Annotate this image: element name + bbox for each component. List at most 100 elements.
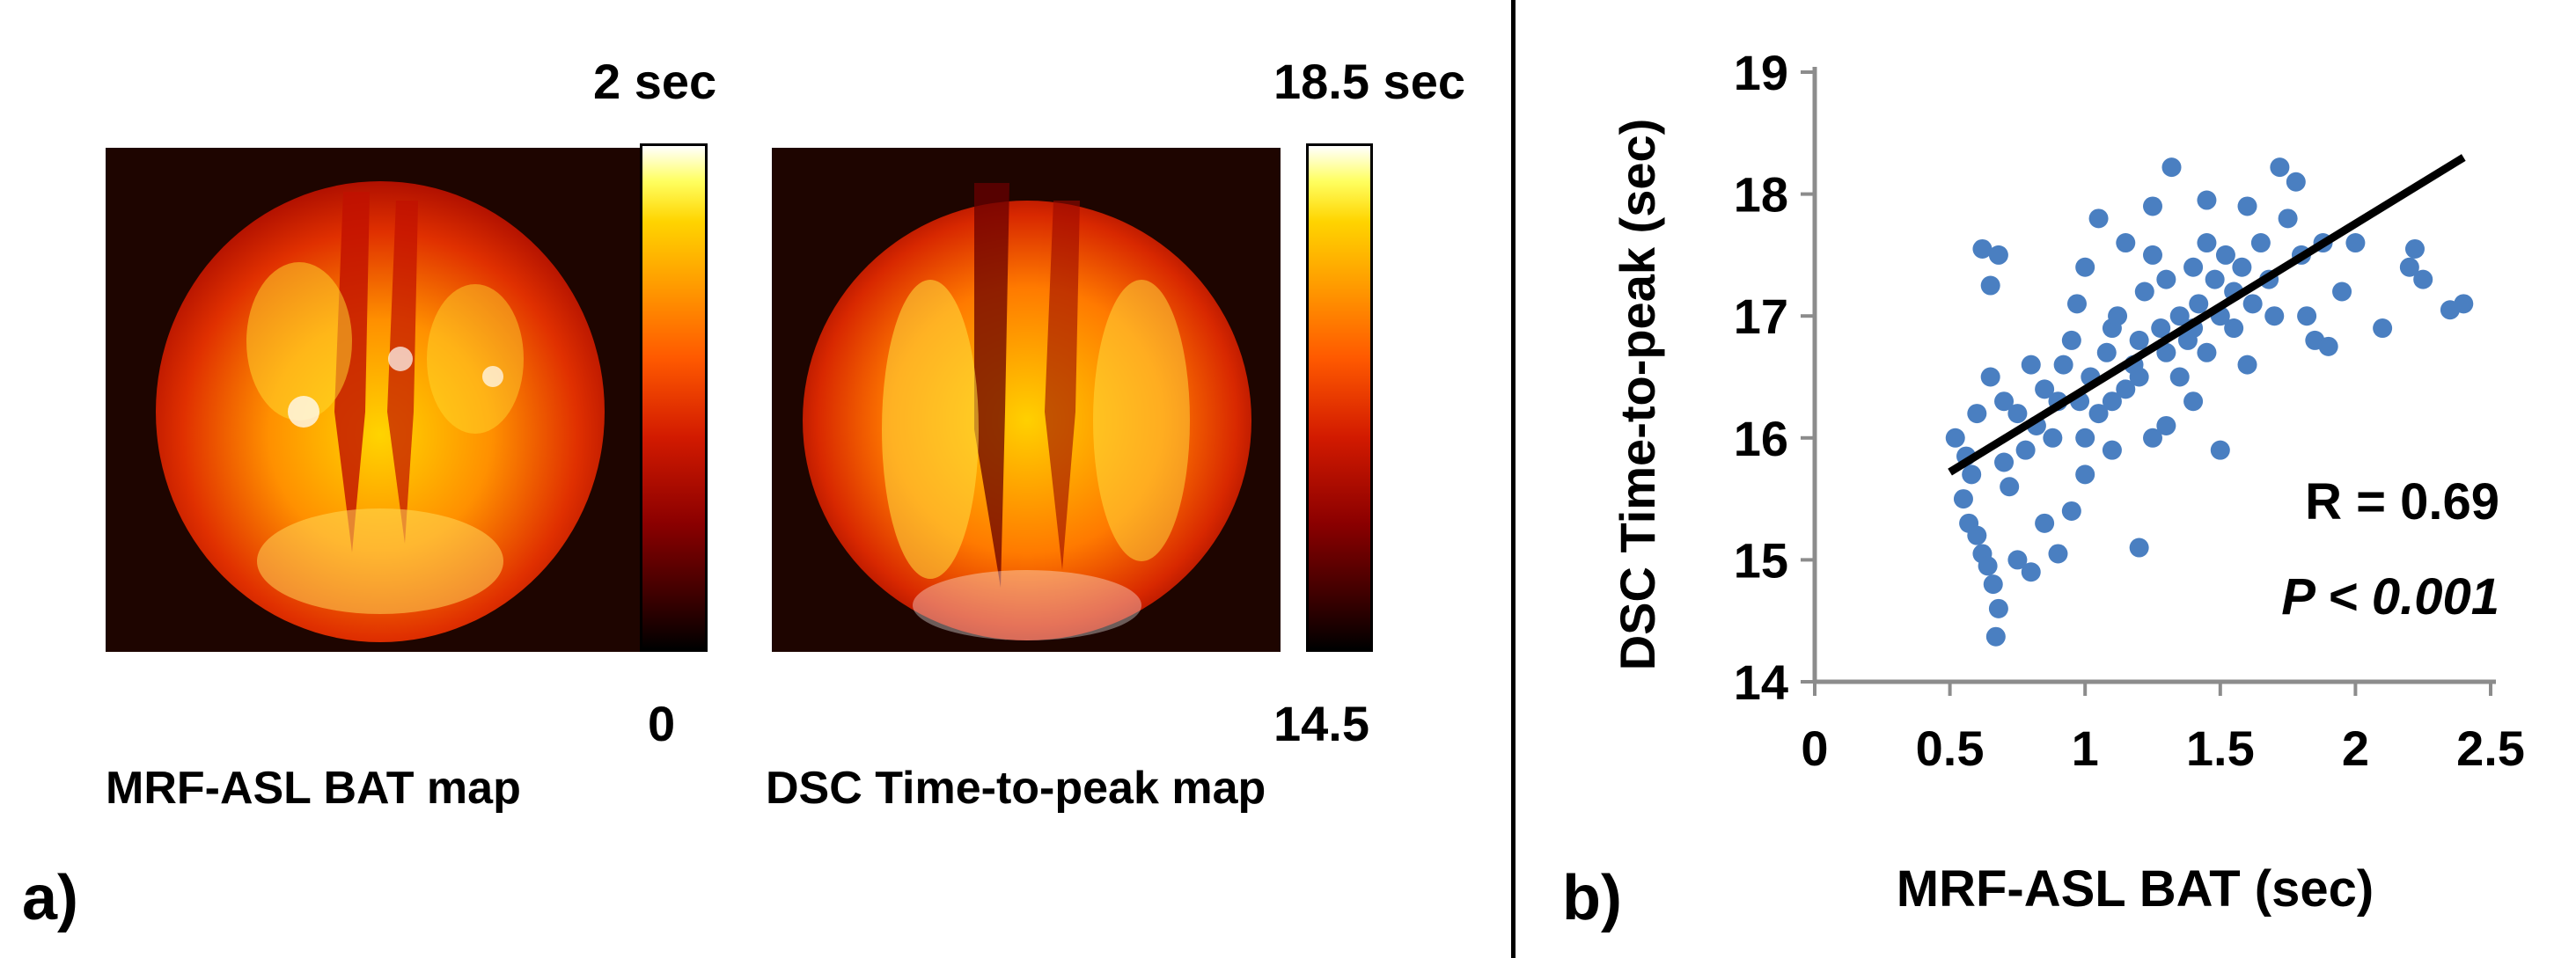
data-point: [2215, 245, 2235, 265]
data-point: [2278, 208, 2298, 229]
data-point: [2205, 269, 2225, 289]
data-point: [2404, 238, 2425, 259]
data-point: [2021, 355, 2041, 375]
data-point: [2102, 391, 2122, 412]
data-point: [2088, 404, 2109, 424]
x-tick-label: 1: [2072, 720, 2099, 776]
x-tick-label: 1.5: [2186, 720, 2255, 776]
data-point: [2129, 367, 2149, 387]
data-point: [1953, 489, 1973, 509]
data-point: [2143, 196, 2162, 216]
data-point: [2242, 294, 2263, 314]
data-point: [2151, 318, 2171, 339]
scatter-plot: 14 15 16 17 18 19 0 0.5 1 1.5 2 2.5 MRF-ASL BAT (sec…: [1610, 45, 2525, 918]
data-point: [2224, 318, 2244, 339]
bat-colorbar-min: 0: [648, 696, 676, 751]
data-point: [2454, 294, 2474, 314]
data-point: [2345, 233, 2366, 253]
data-point: [2197, 342, 2217, 362]
data-point: [1967, 404, 1987, 424]
data-point: [2088, 208, 2109, 229]
data-point: [1962, 464, 1982, 485]
x-tick-label: 2: [2342, 720, 2369, 776]
data-point: [1994, 391, 2015, 412]
panel-a-label: a): [22, 863, 79, 933]
data-point: [1988, 245, 2008, 265]
x-tick-label: 0.5: [1916, 720, 1985, 776]
data-point: [1988, 598, 2008, 618]
data-point: [2156, 342, 2176, 362]
data-point: [2108, 306, 2128, 326]
data-point: [2232, 257, 2252, 277]
data-point: [2061, 330, 2081, 350]
data-point: [2264, 306, 2285, 326]
x-axis-label: MRF-ASL BAT (sec): [1897, 860, 2374, 918]
data-point: [1972, 238, 1993, 259]
data-point: [2021, 562, 2041, 582]
data-point: [2096, 342, 2117, 362]
data-point: [2061, 501, 2081, 521]
data-point: [2183, 391, 2204, 412]
data-point: [2183, 257, 2204, 277]
data-point: [2066, 294, 2087, 314]
data-point: [2413, 269, 2433, 289]
data-point: [1980, 275, 2000, 296]
y-tick-label: 17: [1734, 289, 1788, 344]
data-point: [2237, 196, 2257, 216]
data-point: [2075, 464, 2095, 485]
data-point: [2035, 379, 2055, 399]
y-tick-label: 19: [1734, 45, 1788, 100]
data-point: [2116, 379, 2136, 399]
data-point: [2332, 282, 2352, 302]
y-tick-label: 15: [1734, 532, 1788, 588]
data-point: [2197, 233, 2217, 253]
stat-p: P < 0.001: [2281, 568, 2499, 625]
y-tick-label: 16: [1734, 411, 1788, 466]
data-point: [1994, 452, 2015, 472]
ttp-map-graphic: [803, 183, 1251, 640]
bat-colorbar-max: 2 sec: [593, 54, 717, 109]
ttp-colorbar: [1306, 143, 1373, 652]
data-point: [1967, 525, 1987, 545]
data-point: [2129, 330, 2149, 350]
data-point: [1985, 626, 2006, 647]
data-point: [2210, 440, 2230, 460]
x-tick-label: 2.5: [2456, 720, 2525, 776]
data-point: [2035, 513, 2055, 533]
data-point: [2075, 428, 2095, 448]
data-point: [2143, 428, 2162, 448]
data-point: [2053, 355, 2073, 375]
data-point: [2197, 190, 2217, 210]
ttp-colorbar-max: 18.5 sec: [1273, 54, 1465, 109]
regression-line: [1948, 154, 2466, 476]
data-point: [2048, 544, 2068, 564]
data-point: [2250, 233, 2271, 253]
data-point: [2007, 404, 2028, 424]
data-point: [1983, 574, 2003, 595]
data-point: [2015, 440, 2036, 460]
y-tick-label: 18: [1734, 167, 1788, 223]
data-point: [2102, 440, 2122, 460]
data-point: [1980, 367, 2000, 387]
ttp-colorbar-min: 14.5: [1273, 696, 1369, 751]
y-tick-label: 14: [1734, 655, 1788, 710]
data-point: [2075, 257, 2095, 277]
data-point: [2000, 477, 2020, 497]
data-point: [1945, 428, 1965, 448]
ttp-map-caption: DSC Time-to-peak map: [766, 763, 1266, 814]
data-point: [2156, 415, 2176, 435]
data-point: [2270, 157, 2290, 178]
stat-r: R = 0.69: [2305, 473, 2499, 530]
data-point: [2373, 318, 2393, 339]
data-point: [2237, 355, 2257, 375]
data-point: [2399, 257, 2419, 277]
x-tick-label: 0: [1801, 720, 1828, 776]
data-point: [2143, 245, 2162, 265]
bat-map-image: [106, 148, 655, 652]
data-point: [2156, 269, 2176, 289]
data-point: [2129, 538, 2149, 558]
data-point: [2318, 336, 2338, 356]
ttp-map-image: [772, 148, 1281, 652]
data-point: [1978, 556, 1998, 576]
data-point: [2161, 157, 2182, 178]
